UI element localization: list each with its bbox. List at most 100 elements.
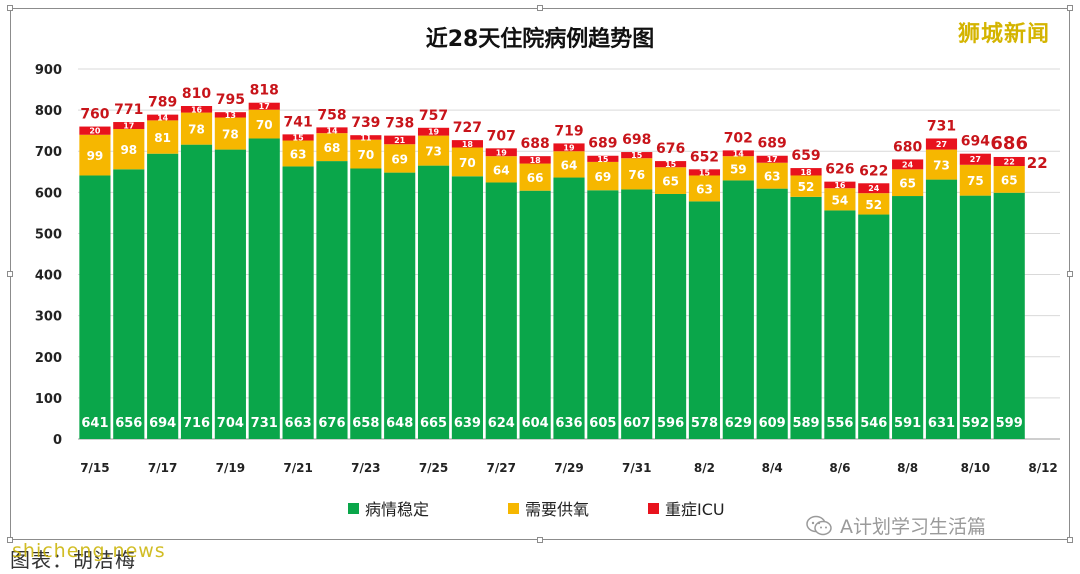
data-label-icu: 21 — [394, 136, 406, 145]
resize-handle-bottom-center[interactable] — [537, 537, 543, 543]
data-label-oxygen: 76 — [628, 168, 645, 182]
data-label-total: 689 — [588, 136, 617, 152]
bar-segment-stable — [180, 144, 213, 439]
data-label-total: 694 — [961, 134, 990, 150]
data-label-oxygen: 99 — [87, 149, 104, 163]
bar-segment-oxygen — [858, 193, 890, 215]
bar-segment-oxygen — [485, 156, 517, 183]
data-label-total: 702 — [724, 130, 753, 146]
data-label-stable: 704 — [217, 416, 244, 431]
data-label-stable: 609 — [759, 416, 786, 431]
data-label-icu: 27 — [970, 155, 981, 164]
data-label-icu: 18 — [462, 140, 474, 149]
bar-segment-oxygen — [248, 109, 280, 139]
data-label-icu: 27 — [936, 140, 947, 149]
data-label-icu: 14 — [157, 114, 169, 123]
bar-segment-stable — [688, 201, 721, 439]
data-label-icu: 14 — [326, 126, 338, 135]
data-label-stable: 546 — [860, 416, 887, 431]
data-label-total: 686 — [990, 133, 1028, 154]
data-label-stable: 629 — [725, 416, 752, 431]
data-label-oxygen: 52 — [865, 198, 882, 212]
data-label-total: 731 — [927, 118, 956, 134]
legend-item-stable: 病情稳定 — [348, 496, 429, 520]
bar-segment-oxygen — [688, 175, 721, 202]
data-label-stable: 694 — [149, 416, 176, 431]
resize-handle-bottom-left[interactable] — [7, 537, 13, 543]
data-label-oxygen: 70 — [459, 156, 476, 170]
data-label-total: 659 — [791, 148, 820, 164]
data-label-total: 789 — [148, 95, 177, 111]
x-tick-label: 8/8 — [897, 461, 918, 475]
bar-segment-icu — [485, 148, 517, 157]
bar-segment-stable — [113, 169, 145, 440]
bar-segment-icu — [147, 114, 179, 121]
bar-segment-stable — [316, 161, 348, 440]
resize-handle-mid-left[interactable] — [7, 271, 13, 277]
bar-segment-stable — [79, 175, 111, 439]
y-tick-label: 500 — [35, 227, 62, 242]
data-label-total: 760 — [80, 107, 109, 123]
legend-swatch — [348, 502, 359, 514]
data-label-stable: 663 — [285, 416, 312, 431]
data-label-icu: 22 — [1004, 158, 1015, 167]
resize-handle-bottom-right[interactable] — [1067, 537, 1073, 543]
bar-segment-icu — [79, 126, 111, 135]
data-label-icu: 16 — [834, 181, 846, 190]
bar-segment-stable — [553, 177, 585, 440]
data-label-oxygen: 73 — [425, 145, 442, 159]
bar-segment-stable — [248, 138, 280, 439]
data-label-stable: 605 — [589, 416, 616, 431]
data-label-total: 719 — [554, 123, 583, 139]
bar-segment-icu — [214, 112, 246, 118]
data-label-stable: 599 — [996, 416, 1023, 431]
bar-segment-icu — [790, 168, 822, 176]
bar-segment-oxygen — [417, 135, 450, 166]
data-label-total: 652 — [690, 149, 719, 165]
bar-segment-icu — [180, 106, 213, 113]
data-label-icu: 17 — [123, 122, 134, 131]
data-label-oxygen: 81 — [154, 131, 171, 145]
resize-handle-top-center[interactable] — [537, 5, 543, 11]
data-label-stable: 731 — [251, 416, 278, 431]
data-label-icu: 24 — [902, 160, 914, 169]
data-label-icu: 15 — [631, 151, 643, 160]
bar-segment-icu — [587, 155, 619, 162]
bar-segment-oxygen — [993, 166, 1025, 193]
resize-handle-top-right[interactable] — [1067, 5, 1073, 11]
bar-segment-stable — [147, 153, 179, 439]
bar-segment-icu — [655, 161, 687, 168]
data-label-stable: 589 — [792, 416, 819, 431]
resize-handle-mid-right[interactable] — [1067, 271, 1073, 277]
data-label-stable: 591 — [894, 416, 921, 431]
data-label-oxygen: 63 — [696, 182, 713, 196]
bar-segment-icu — [892, 159, 924, 170]
bar-segment-icu — [451, 140, 483, 148]
bar-segment-stable — [655, 193, 687, 439]
y-tick-label: 800 — [35, 104, 62, 119]
data-label-stable: 716 — [183, 416, 210, 431]
data-label-oxygen: 64 — [493, 163, 510, 177]
data-label-oxygen: 64 — [561, 158, 578, 172]
resize-handle-top-left[interactable] — [7, 5, 13, 11]
bar-segment-oxygen — [519, 163, 551, 191]
bar-segment-stable — [756, 188, 788, 439]
bar-segment-stable — [587, 190, 619, 439]
site-watermark: shicheng.news — [12, 540, 166, 562]
data-label-icu: 15 — [597, 155, 609, 164]
legend-swatch — [508, 502, 519, 514]
y-tick-label: 900 — [35, 63, 62, 78]
wechat-watermark-label: A计划学习生活篇 — [840, 516, 986, 538]
data-label-icu: 17 — [259, 102, 270, 111]
data-label-oxygen: 68 — [324, 141, 341, 155]
bar-segment-icu — [248, 102, 280, 110]
data-label-total: 795 — [216, 92, 245, 108]
bar-segment-icu — [688, 169, 721, 176]
data-label-oxygen: 54 — [832, 193, 849, 207]
x-tick-label: 8/2 — [694, 461, 715, 475]
bar-segment-stable — [384, 172, 416, 439]
data-label-icu: 15 — [293, 133, 305, 142]
bar-segment-stable — [892, 196, 924, 439]
bar-segment-oxygen — [384, 144, 416, 173]
